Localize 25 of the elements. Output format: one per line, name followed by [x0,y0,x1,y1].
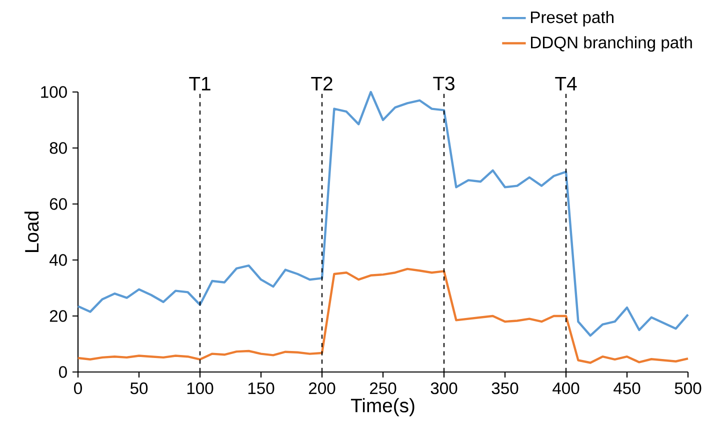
y-tick-label: 60 [50,198,67,210]
ref-line-label: T1 [189,77,210,90]
y-tick-label: 80 [50,142,67,154]
x-tick-label: 150 [248,382,274,394]
ref-line-label: T2 [311,76,332,90]
x-tick-label: 350 [492,382,518,394]
x-tick-label: 100 [187,382,214,394]
y-tick-label: 100 [41,86,67,98]
legend-label: DDQN branching path [531,36,692,52]
y-tick-label: 20 [50,310,67,322]
x-tick-label: 50 [130,382,148,394]
ref-line-label: T3 [433,76,454,90]
legend-label: Preset path [531,11,614,26]
x-tick-label: 450 [614,382,640,394]
x-tick-label: 200 [308,382,336,394]
y-tick-label: 0 [58,366,67,378]
x-tick-label: 500 [674,382,702,394]
ref-line-label: T4 [555,77,577,90]
y-axis-title: Load [24,212,39,252]
x-tick-label: 400 [552,382,580,394]
y-tick-label: 40 [50,254,67,266]
x-tick-label: 250 [370,382,396,394]
x-tick-label: 300 [430,382,458,394]
x-tick-label: 0 [74,382,82,394]
x-axis-title: Time(s) [350,398,414,416]
